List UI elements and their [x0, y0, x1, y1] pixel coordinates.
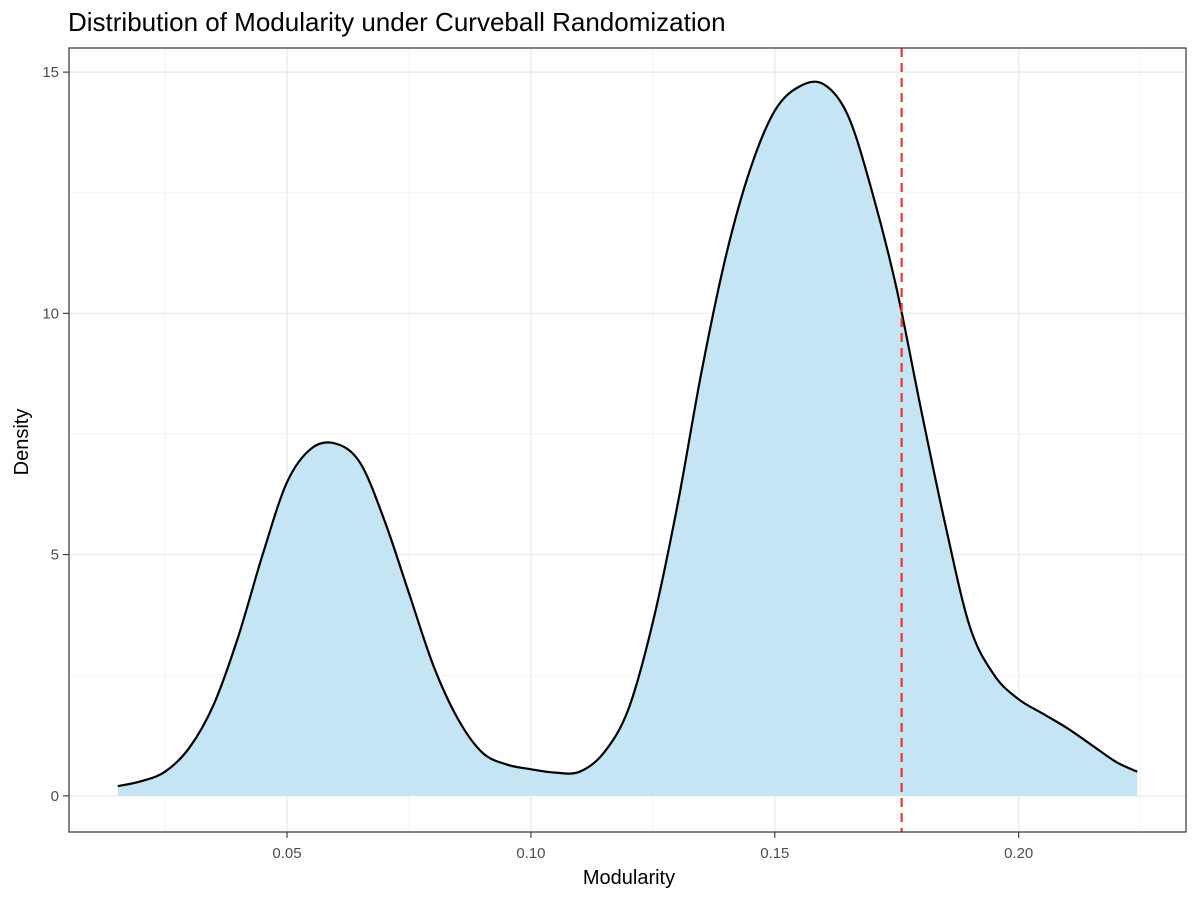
y-axis: 0 5 10 15	[42, 64, 69, 805]
x-axis-title: Modularity	[583, 867, 675, 889]
chart-title: Distribution of Modularity under Curveba…	[68, 7, 726, 37]
y-tick-label: 5	[51, 547, 59, 564]
y-tick-label: 0	[51, 788, 59, 805]
density-line	[117, 80, 1138, 788]
panel-border	[68, 47, 1187, 833]
x-axis: 0.05 0.10 0.15 0.20	[272, 832, 1033, 862]
y-tick-label: 15	[42, 64, 59, 81]
x-tick-label: 0.10	[516, 845, 545, 862]
y-tick-label: 10	[42, 305, 59, 322]
x-tick-label: 0.15	[760, 845, 789, 862]
x-tick-label: 0.20	[1004, 845, 1033, 862]
x-tick-label: 0.05	[272, 845, 301, 862]
y-axis-title: Density	[11, 409, 33, 476]
density-fill	[117, 81, 1138, 796]
minor-gridlines	[69, 48, 1186, 832]
